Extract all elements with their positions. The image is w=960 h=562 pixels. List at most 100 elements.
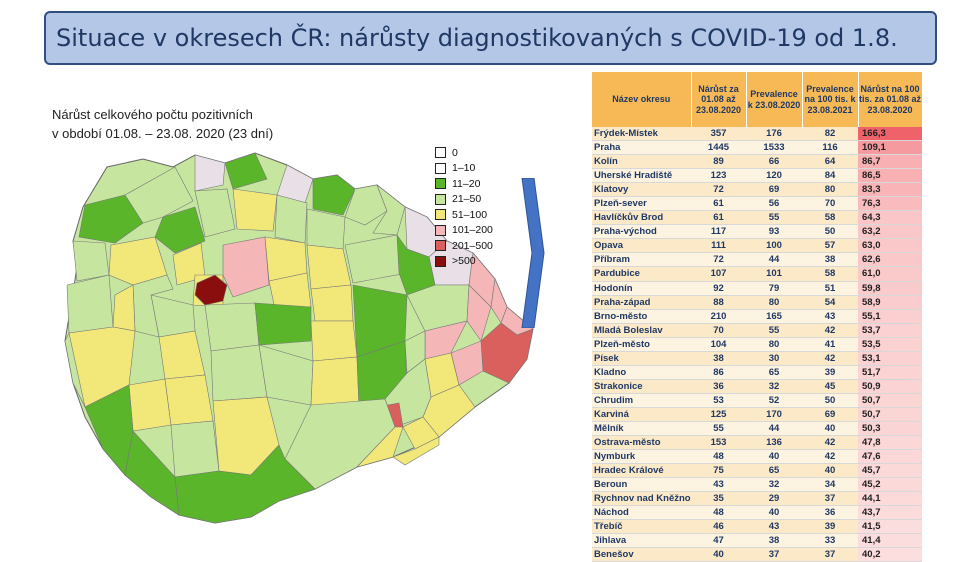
legend-swatch	[435, 178, 446, 190]
legend-item: 1–10	[435, 161, 493, 177]
cell-district-name: Plzeň-město	[592, 337, 691, 352]
cell-district-name: Kladno	[592, 365, 691, 380]
legend-swatch	[435, 209, 446, 221]
cell-prevalence: 55	[746, 323, 802, 338]
cell-prevalence-per-100k: 40	[802, 463, 858, 479]
cell-increase: 72	[691, 182, 746, 198]
cell-increase: 55	[691, 421, 746, 437]
legend-label: 0	[452, 146, 458, 159]
district-praha-vychod	[222, 236, 270, 298]
cell-increase: 123	[691, 168, 746, 184]
cell-prevalence-per-100k: 58	[802, 266, 858, 282]
cell-increase: 89	[691, 154, 746, 170]
table-row: Rychnov nad Kněžnou 35 29 37 44,1	[592, 491, 922, 507]
cell-prevalence: 30	[746, 351, 802, 366]
district-novy-jicin	[466, 284, 492, 342]
cell-increase: 43	[691, 477, 746, 493]
cell-prevalence-per-100k: 34	[802, 477, 858, 493]
map-legend: 0 1–10 11–20 21–50 51–100 101–200 201–50…	[435, 145, 493, 269]
cell-district-name: Opava	[592, 238, 691, 254]
map-caption-line1: Nárůst celkového počtu pozitivních	[52, 107, 253, 122]
legend-swatch	[435, 193, 446, 205]
legend-item: >500	[435, 254, 493, 270]
table-row: Pardubice 107 101 58 61,0	[592, 266, 922, 282]
cell-increase-per-100k: 50,7	[858, 407, 922, 422]
header-increase: Nárůst za 01.08 až 23.08.2020	[691, 72, 747, 127]
cell-prevalence-per-100k: 40	[802, 421, 858, 437]
district-north-west	[124, 166, 194, 224]
cell-increase-per-100k: 41,4	[858, 533, 922, 549]
cell-increase-per-100k: 166,3	[858, 127, 922, 142]
cell-prevalence: 120	[746, 168, 802, 184]
table-row: Praha 1445 1533 116 109,1	[592, 140, 922, 156]
cell-district-name: Strakonice	[592, 379, 691, 394]
cell-prevalence: 32	[746, 477, 802, 493]
legend-item: 51–100	[435, 207, 493, 223]
cell-increase-per-100k: 59,8	[858, 281, 922, 296]
district-south-border	[174, 444, 316, 524]
legend-swatch	[435, 162, 446, 174]
cell-district-name: Ostrava-město	[592, 435, 691, 451]
header-district-name: Název okresu	[592, 72, 692, 127]
cell-district-name: Náchod	[592, 505, 691, 521]
cell-increase: 111	[691, 238, 746, 254]
cell-district-name: Praha-západ	[592, 295, 691, 310]
cell-increase: 92	[691, 281, 746, 296]
table-row: Chrudim 53 52 50 50,7	[592, 393, 922, 408]
cell-prevalence-per-100k: 42	[802, 351, 858, 366]
table-row: Opava 111 100 57 63,0	[592, 238, 922, 254]
cell-district-name: Nymburk	[592, 449, 691, 465]
cell-prevalence: 65	[746, 365, 802, 380]
cell-district-name: Pardubice	[592, 266, 691, 282]
table-row: Havlíčkův Brod 61 55 58 64,3	[592, 210, 922, 226]
cell-prevalence-per-100k: 54	[802, 295, 858, 310]
district-havlickuv-brod	[310, 320, 358, 362]
cell-district-name: Karviná	[592, 407, 691, 422]
cell-prevalence: 170	[746, 407, 802, 422]
cell-increase: 70	[691, 323, 746, 338]
cell-increase-per-100k: 58,9	[858, 295, 922, 310]
table-row: Praha-východ 117 93 50 63,2	[592, 224, 922, 240]
cell-district-name: Příbram	[592, 252, 691, 268]
district-mlada-boleslav	[232, 188, 278, 232]
district-table: Název okresu Nárůst za 01.08 až 23.08.20…	[592, 72, 923, 562]
legend-item: 101–200	[435, 223, 493, 239]
cell-district-name: Praha-východ	[592, 224, 691, 240]
cell-prevalence: 165	[746, 309, 802, 324]
cell-district-name: Chrudim	[592, 393, 691, 408]
map-caption-line2: v období 01.08. – 23.08. 2020 (23 dní)	[52, 126, 274, 141]
cell-increase: 48	[691, 505, 746, 521]
legend-label: >500	[452, 255, 476, 268]
header-increase-per-100k: Nárůst na 100 tis. za 01.08 až 23.08.202…	[858, 72, 923, 127]
cell-prevalence-per-100k: 41	[802, 337, 858, 352]
cell-increase-per-100k: 86,7	[858, 154, 922, 170]
cell-prevalence-per-100k: 64	[802, 154, 858, 170]
cell-increase: 104	[691, 337, 746, 352]
legend-label: 51–100	[452, 208, 488, 221]
cell-prevalence-per-100k: 36	[802, 505, 858, 521]
cell-increase-per-100k: 53,5	[858, 337, 922, 352]
cell-district-name: Praha	[592, 140, 691, 156]
district-benesov	[204, 302, 260, 352]
district-melnik	[194, 188, 236, 238]
table-row: Uherské Hradiště 123 120 84 86,5	[592, 168, 922, 184]
cell-prevalence-per-100k: 42	[802, 435, 858, 451]
cell-increase: 61	[691, 210, 746, 226]
cell-increase-per-100k: 83,3	[858, 182, 922, 198]
table-row: Benešov 40 37 37 40,2	[592, 547, 922, 562]
district-jihlava	[310, 356, 360, 408]
cell-increase-per-100k: 45,7	[858, 463, 922, 479]
legend-label: 11–20	[452, 177, 481, 190]
cell-prevalence: 29	[746, 491, 802, 507]
table-row: Hradec Králové 75 65 40 45,7	[592, 463, 922, 479]
district-jicin	[274, 194, 308, 244]
cell-prevalence-per-100k: 43	[802, 309, 858, 324]
cell-increase-per-100k: 109,1	[858, 140, 922, 156]
district-trutnov	[312, 174, 356, 216]
legend-swatch	[435, 224, 446, 236]
cell-increase-per-100k: 86,5	[858, 168, 922, 184]
legend-item: 201–500	[435, 238, 493, 254]
table-header-row: Název okresu Nárůst za 01.08 až 23.08.20…	[592, 72, 923, 127]
cell-increase: 36	[691, 379, 746, 394]
table-row: Třebíč 46 43 39 41,5	[592, 519, 922, 535]
